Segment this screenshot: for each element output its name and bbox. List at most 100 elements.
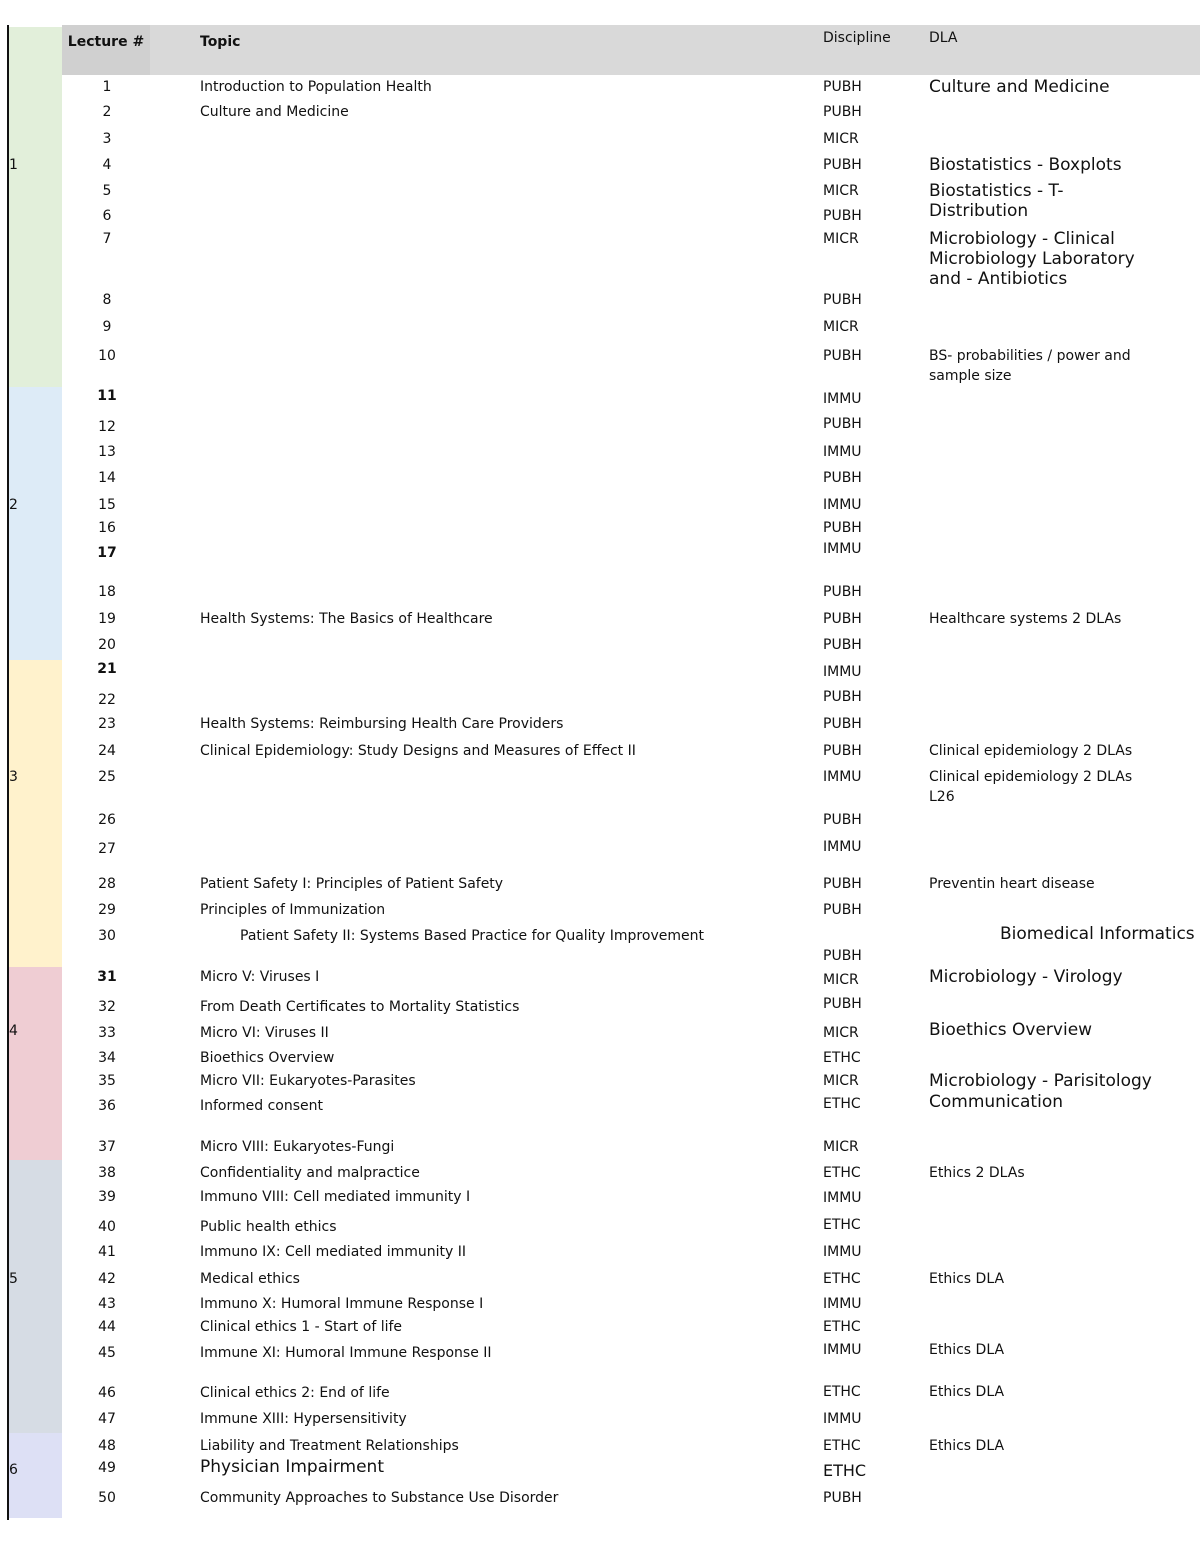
lecture-number: 31 [97, 969, 117, 985]
discipline: ETHC [823, 1319, 861, 1335]
discipline: MICR [823, 319, 859, 335]
discipline: PUBH [823, 79, 862, 95]
topic: Informed consent [200, 1098, 323, 1114]
lecture-number: 18 [98, 584, 116, 600]
lecture-number: 10 [98, 348, 116, 364]
topic: Community Approaches to Substance Use Di… [200, 1490, 559, 1506]
lecture-number: 30 [98, 928, 116, 944]
left-border [7, 25, 9, 1520]
lecture-number: 41 [98, 1244, 116, 1260]
dla: Ethics DLA [929, 1271, 1005, 1287]
topic: Clinical Epidemiology: Study Designs and… [200, 743, 636, 759]
topic: Micro VIII: Eukaryotes-Fungi [200, 1139, 395, 1155]
lecture-number: 6 [102, 208, 112, 224]
block-band [9, 967, 62, 1160]
block-label: 4 [9, 1023, 18, 1039]
topic: Public health ethics [200, 1219, 337, 1235]
lecture-number: 46 [98, 1385, 116, 1401]
lecture-number: 9 [102, 319, 112, 335]
lecture-number: 17 [97, 545, 117, 561]
topic: Immuno IX: Cell mediated immunity II [200, 1244, 466, 1260]
lecture-number: 14 [98, 470, 116, 486]
lecture-number: 40 [98, 1219, 116, 1235]
discipline: ETHC [823, 1461, 867, 1480]
dla: Microbiology - Parisitology [929, 1071, 1152, 1091]
lecture-number: 45 [98, 1345, 116, 1361]
discipline: ETHC [823, 1165, 861, 1181]
lecture-number: 42 [98, 1271, 116, 1287]
dla: Bioethics Overview [929, 1020, 1093, 1040]
discipline: ETHC [823, 1384, 861, 1400]
lecture-number: 34 [98, 1050, 116, 1066]
dla: Ethics DLA [929, 1384, 1005, 1400]
lecture-number: 22 [98, 692, 116, 708]
header-dla: DLA [929, 30, 958, 46]
block-label: 5 [9, 1271, 18, 1287]
lecture-number: 43 [98, 1296, 116, 1312]
lecture-number: 23 [98, 716, 116, 732]
dla: Culture and Medicine [929, 77, 1110, 97]
topic: Micro VII: Eukaryotes-Parasites [200, 1073, 416, 1089]
discipline: IMMU [823, 1296, 862, 1312]
lecture-number: 3 [102, 131, 112, 147]
discipline: IMMU [823, 497, 862, 513]
lecture-number: 21 [97, 661, 117, 677]
discipline: PUBH [823, 948, 862, 964]
discipline: IMMU [823, 1411, 862, 1427]
discipline: IMMU [823, 541, 862, 557]
lecture-number: 37 [98, 1139, 116, 1155]
topic: From Death Certificates to Mortality Sta… [200, 999, 520, 1015]
block-band [9, 660, 62, 967]
block-label: 1 [9, 157, 18, 173]
lecture-number: 13 [98, 444, 116, 460]
header-lecture-cell [62, 25, 150, 75]
discipline: IMMU [823, 664, 862, 680]
discipline: PUBH [823, 996, 862, 1012]
discipline: MICR [823, 1025, 859, 1041]
topic: Immune XI: Humoral Immune Response II [200, 1345, 492, 1361]
lecture-number: 44 [98, 1319, 116, 1335]
block-band [9, 1160, 62, 1433]
lecture-number: 25 [98, 769, 116, 785]
lecture-number: 24 [98, 743, 116, 759]
lecture-number: 1 [102, 79, 112, 95]
discipline: PUBH [823, 689, 862, 705]
header-bar [62, 25, 1200, 75]
dla: Clinical epidemiology 2 DLAs L26 [929, 769, 1133, 805]
block-band [9, 1433, 62, 1518]
lecture-number: 28 [98, 876, 116, 892]
lecture-number: 2 [102, 104, 112, 120]
topic: Immune XIII: Hypersensitivity [200, 1411, 407, 1427]
topic: Micro VI: Viruses II [200, 1025, 329, 1041]
lecture-number: 8 [102, 292, 112, 308]
discipline: PUBH [823, 584, 862, 600]
topic: Bioethics Overview [200, 1050, 335, 1066]
dla: Biostatistics - T-Distribution [929, 181, 1064, 221]
discipline: MICR [823, 183, 859, 199]
discipline: PUBH [823, 1490, 862, 1506]
lecture-number: 50 [98, 1490, 116, 1506]
lecture-number: 5 [102, 183, 112, 199]
discipline: PUBH [823, 470, 862, 486]
dla: Biomedical Informatics [1000, 924, 1195, 944]
discipline: PUBH [823, 876, 862, 892]
dla: Communication [929, 1092, 1063, 1112]
lecture-number: 20 [98, 637, 116, 653]
lecture-number: 39 [98, 1189, 116, 1205]
dla: Microbiology - Clinical Microbiology Lab… [929, 229, 1135, 289]
topic: Medical ethics [200, 1271, 300, 1287]
discipline: ETHC [823, 1271, 861, 1287]
block-band [9, 387, 62, 660]
discipline: IMMU [823, 391, 862, 407]
lecture-number: 49 [98, 1460, 116, 1476]
dla: Ethics 2 DLAs [929, 1165, 1025, 1181]
discipline: PUBH [823, 208, 862, 224]
lecture-number: 38 [98, 1165, 116, 1181]
topic: Introduction to Population Health [200, 79, 432, 95]
topic: Confidentiality and malpractice [200, 1165, 420, 1181]
discipline: MICR [823, 1139, 859, 1155]
lecture-number: 16 [98, 520, 116, 536]
discipline: PUBH [823, 812, 862, 828]
lecture-number: 47 [98, 1411, 116, 1427]
